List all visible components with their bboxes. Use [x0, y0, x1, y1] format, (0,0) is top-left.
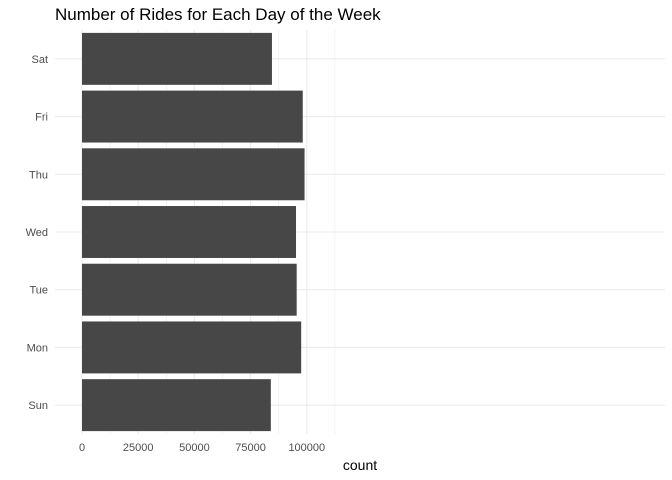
x-tick-label: 0 — [79, 442, 85, 454]
bar-sat — [82, 32, 272, 85]
y-axis-tick-labels: Sun Mon Tue Wed Thu Fri Sat — [26, 54, 48, 412]
bar-wed — [82, 206, 297, 258]
y-tick-label-fri: Fri — [35, 112, 48, 124]
y-tick-label-sun: Sun — [28, 400, 48, 412]
y-tick-label-thu: Thu — [29, 169, 48, 181]
bars — [82, 32, 305, 432]
y-tick-label-mon: Mon — [27, 342, 48, 354]
x-tick-label: 75000 — [235, 442, 266, 454]
x-tick-label: 25000 — [123, 442, 154, 454]
bar-sun — [82, 379, 271, 432]
bar-tue — [82, 263, 297, 316]
bar-thu — [82, 148, 305, 201]
x-axis-tick-labels: 0 25000 50000 75000 100000 — [79, 442, 325, 454]
x-tick-label: 50000 — [179, 442, 210, 454]
y-tick-label-sat: Sat — [31, 54, 48, 66]
x-tick-label: 100000 — [288, 442, 325, 454]
x-axis-title: count — [343, 457, 377, 473]
chart-title: Number of Rides for Each Day of the Week — [55, 5, 381, 24]
bar-mon — [82, 321, 302, 374]
y-tick-label-tue: Tue — [29, 285, 48, 297]
y-tick-label-wed: Wed — [26, 227, 48, 239]
bar-fri — [82, 90, 303, 143]
